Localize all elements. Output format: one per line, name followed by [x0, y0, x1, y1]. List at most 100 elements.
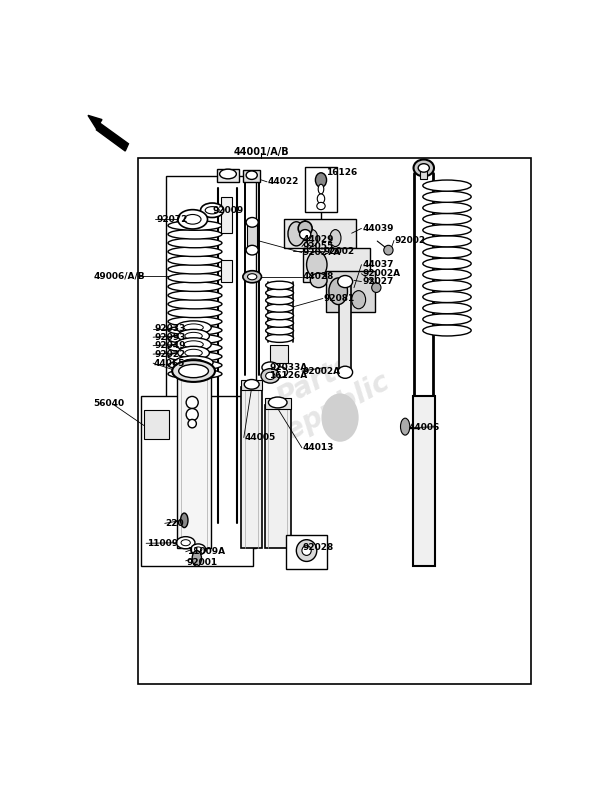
Text: 92033: 92033 [154, 324, 185, 333]
Ellipse shape [423, 192, 471, 203]
Ellipse shape [246, 217, 258, 227]
Text: 220: 220 [166, 519, 184, 528]
Ellipse shape [194, 547, 202, 552]
Text: 92027: 92027 [362, 277, 394, 286]
Text: 44037: 44037 [362, 260, 394, 269]
Ellipse shape [322, 393, 359, 442]
Ellipse shape [317, 203, 325, 210]
Ellipse shape [184, 341, 203, 348]
Ellipse shape [186, 396, 198, 408]
Text: 92081: 92081 [324, 294, 355, 303]
Ellipse shape [423, 325, 471, 336]
Text: 92072: 92072 [157, 215, 188, 224]
Ellipse shape [168, 316, 222, 327]
Text: 44005: 44005 [245, 433, 276, 442]
Text: 44001/A/B: 44001/A/B [233, 147, 289, 157]
Text: 44029: 44029 [303, 235, 334, 244]
Bar [413, 396, 435, 566]
Ellipse shape [168, 229, 222, 239]
Ellipse shape [192, 550, 202, 566]
Text: 44013: 44013 [303, 444, 334, 452]
Ellipse shape [183, 359, 205, 366]
Ellipse shape [266, 304, 293, 312]
Ellipse shape [168, 256, 222, 265]
Bar [265, 398, 291, 408]
Text: 11009A: 11009A [187, 547, 225, 557]
Ellipse shape [176, 321, 211, 334]
Bar [217, 169, 239, 182]
Ellipse shape [266, 296, 293, 305]
Ellipse shape [423, 291, 471, 302]
Ellipse shape [266, 319, 293, 327]
Text: 16126: 16126 [326, 168, 358, 177]
Ellipse shape [176, 537, 195, 549]
Ellipse shape [266, 281, 293, 290]
Ellipse shape [266, 372, 275, 379]
Ellipse shape [246, 246, 258, 255]
Ellipse shape [299, 229, 311, 239]
Ellipse shape [174, 356, 213, 369]
Bar [326, 271, 375, 312]
Ellipse shape [191, 544, 206, 555]
Ellipse shape [271, 367, 287, 378]
Ellipse shape [168, 247, 222, 257]
Ellipse shape [423, 236, 471, 246]
Bar [421, 166, 427, 179]
Bar [284, 219, 356, 248]
Text: 92033A: 92033A [269, 363, 308, 372]
Ellipse shape [268, 397, 287, 408]
Ellipse shape [168, 282, 222, 291]
Ellipse shape [330, 229, 341, 246]
Ellipse shape [352, 290, 365, 309]
Ellipse shape [185, 349, 202, 356]
Ellipse shape [168, 369, 222, 378]
Ellipse shape [186, 408, 198, 421]
Ellipse shape [423, 280, 471, 291]
Ellipse shape [423, 269, 471, 280]
Ellipse shape [168, 290, 222, 300]
Text: 92022: 92022 [154, 349, 185, 359]
Bar [178, 375, 211, 548]
Bar [166, 176, 256, 548]
Ellipse shape [261, 369, 280, 383]
Ellipse shape [168, 299, 222, 309]
Text: 92028: 92028 [303, 543, 334, 552]
Ellipse shape [185, 332, 202, 340]
Ellipse shape [178, 346, 209, 360]
Ellipse shape [168, 273, 222, 283]
Text: 92002: 92002 [324, 246, 355, 256]
Ellipse shape [178, 330, 209, 342]
Ellipse shape [168, 308, 222, 318]
Ellipse shape [296, 539, 317, 561]
Bar [241, 379, 262, 390]
Bar [247, 225, 257, 248]
Ellipse shape [266, 312, 293, 319]
Bar [339, 285, 351, 372]
Ellipse shape [188, 419, 196, 428]
Ellipse shape [384, 246, 393, 255]
Ellipse shape [168, 343, 222, 352]
Text: 92002: 92002 [395, 236, 426, 245]
Ellipse shape [338, 367, 353, 378]
Ellipse shape [172, 360, 215, 382]
Ellipse shape [298, 221, 312, 236]
Ellipse shape [418, 164, 430, 172]
Ellipse shape [243, 271, 262, 283]
Ellipse shape [302, 546, 311, 556]
Ellipse shape [168, 238, 222, 248]
Ellipse shape [266, 334, 293, 342]
Ellipse shape [371, 283, 381, 293]
Ellipse shape [184, 214, 201, 225]
Bar [221, 261, 232, 282]
Text: 56040: 56040 [94, 400, 125, 408]
Bar [303, 248, 370, 282]
Ellipse shape [184, 324, 203, 331]
Polygon shape [88, 115, 102, 129]
Ellipse shape [288, 221, 305, 246]
Ellipse shape [329, 278, 347, 305]
Text: 49006/A/B: 49006/A/B [94, 271, 145, 280]
Bar [305, 166, 337, 212]
Text: 92009: 92009 [212, 206, 244, 215]
Ellipse shape [168, 265, 222, 274]
Ellipse shape [423, 180, 471, 192]
